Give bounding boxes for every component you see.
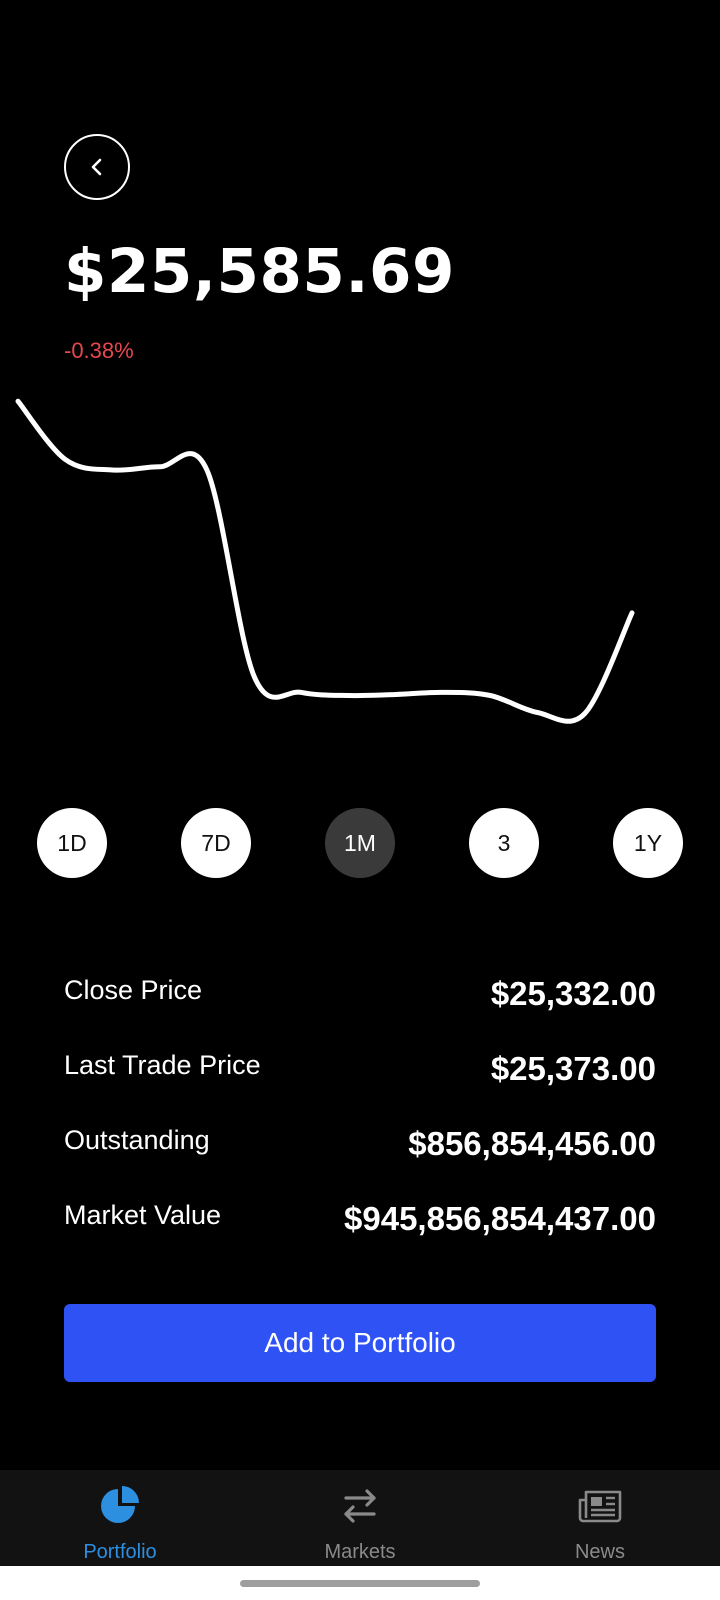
stat-label: Outstanding (64, 1125, 210, 1155)
stat-row-last-trade-price: Last Trade Price $25,373.00 (64, 1041, 656, 1116)
pie-chart-icon (101, 1486, 139, 1523)
stat-label: Last Trade Price (64, 1050, 261, 1080)
stats-list: Close Price $25,332.00 Last Trade Price … (64, 966, 656, 1266)
range-label: 3 (497, 829, 511, 856)
stat-value: $25,332.00 (490, 975, 656, 1012)
swap-arrows-icon (344, 1489, 376, 1523)
back-button[interactable] (64, 134, 130, 200)
time-range-selector: 1D 7D 1M 3 1Y (0, 808, 720, 878)
tab-label: News (574, 1541, 625, 1563)
tab-label: Portfolio (83, 1541, 157, 1563)
range-button-3[interactable]: 3 (469, 808, 539, 878)
tab-markets[interactable]: Markets (260, 1470, 460, 1566)
system-navigation-area (0, 1566, 720, 1600)
range-label: 7D (201, 829, 231, 856)
tab-news[interactable]: News (500, 1470, 700, 1566)
home-indicator[interactable] (240, 1580, 480, 1587)
stat-row-close-price: Close Price $25,332.00 (64, 966, 656, 1041)
newspaper-icon (578, 1490, 622, 1523)
price-chart (15, 398, 635, 724)
add-to-portfolio-button[interactable]: Add to Portfolio (64, 1304, 656, 1382)
bottom-tab-bar: Portfolio Markets New (0, 1470, 720, 1566)
stat-value: $945,856,854,437.00 (344, 1200, 656, 1237)
range-button-1d[interactable]: 1D (37, 808, 107, 878)
chevron-left-icon (91, 158, 102, 176)
range-label: 1M (344, 829, 376, 856)
current-price: $25,585.69 (64, 236, 455, 307)
price-line (15, 398, 635, 724)
range-button-7d[interactable]: 7D (181, 808, 251, 878)
price-change: -0.38% (64, 338, 134, 363)
tab-portfolio[interactable]: Portfolio (20, 1470, 220, 1566)
stat-row-outstanding: Outstanding $856,854,456.00 (64, 1116, 656, 1191)
range-label: 1D (57, 829, 87, 856)
stat-label: Close Price (64, 975, 203, 1005)
range-label: 1Y (633, 829, 663, 856)
stat-label: Market Value (64, 1200, 222, 1230)
stat-value: $856,854,456.00 (408, 1125, 656, 1162)
tab-label: Markets (324, 1541, 396, 1563)
range-button-1m[interactable]: 1M (325, 808, 395, 878)
stat-value: $25,373.00 (490, 1050, 656, 1087)
range-button-1y[interactable]: 1Y (613, 808, 683, 878)
stat-row-market-value: Market Value $945,856,854,437.00 (64, 1191, 656, 1266)
